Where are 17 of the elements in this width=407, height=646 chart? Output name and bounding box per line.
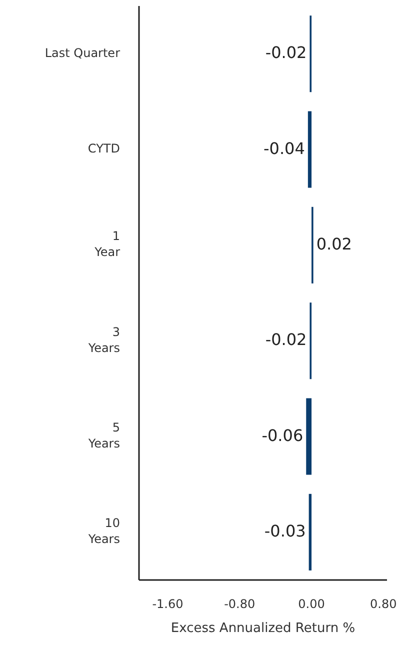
data-label: -0.04 xyxy=(264,138,305,158)
y-tick-label: Last Quarter xyxy=(44,46,120,60)
x-axis-title: Excess Annualized Return % xyxy=(170,621,356,636)
data-label: -0.03 xyxy=(264,522,306,541)
x-tick-label: 0.80 xyxy=(370,597,397,611)
y-tick-label: 5 Years xyxy=(87,420,120,451)
data-label: -0.02 xyxy=(265,43,307,62)
y-tick-label: CYTD xyxy=(88,142,120,156)
data-label: 0.02 xyxy=(316,234,352,254)
data-label: -0.06 xyxy=(262,426,304,445)
y-tick-label: 10 Years xyxy=(87,516,120,546)
x-tick-label: -0.80 xyxy=(224,597,256,611)
data-label: -0.02 xyxy=(265,330,307,350)
y-tick-label: 1 Year xyxy=(94,229,120,260)
x-tick-label: 0.00 xyxy=(298,597,325,611)
y-tick-label: 3 Years xyxy=(87,325,120,356)
x-tick-label: -1.60 xyxy=(152,597,184,611)
